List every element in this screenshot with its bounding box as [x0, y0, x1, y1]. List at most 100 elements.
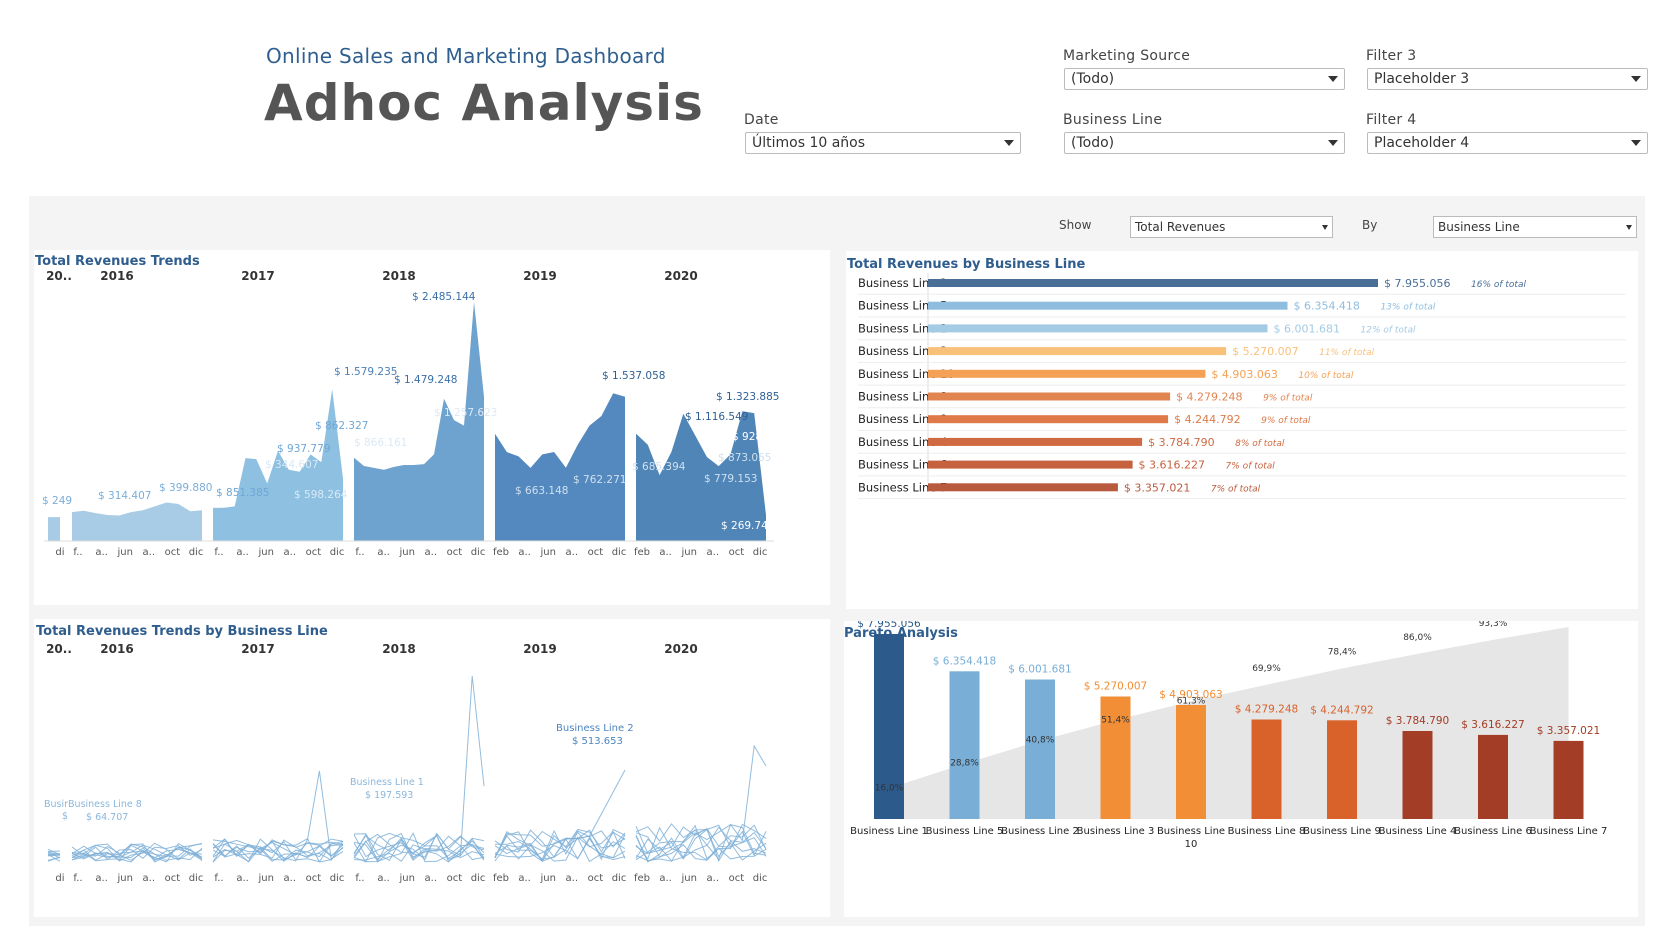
area-series-20.. — [48, 517, 60, 541]
value-label: $ 3.357.021 — [1124, 481, 1190, 494]
series-line — [635, 825, 767, 857]
series-line — [212, 839, 344, 863]
value-label: $ 4.244.792 — [1174, 413, 1240, 426]
date-filter-select[interactable]: Últimos 10 años — [745, 132, 1021, 154]
month-tick: a.. — [518, 873, 531, 884]
business-line-select[interactable]: (Todo) — [1064, 132, 1345, 154]
series-line — [635, 826, 767, 863]
value-label: $ 3.616.227 — [1139, 459, 1205, 472]
pct-label: 12% of total — [1361, 325, 1416, 335]
data-label: $ 1.479.248 — [394, 374, 457, 386]
year-header: 2017 — [241, 269, 274, 283]
data-label: $ 598.264 — [294, 489, 348, 501]
month-tick: a.. — [95, 547, 108, 558]
bar — [1553, 740, 1584, 819]
series-line — [353, 675, 485, 858]
by-select[interactable]: Business Line — [1433, 216, 1637, 238]
year-header: 2018 — [382, 642, 415, 656]
bar — [928, 392, 1171, 401]
month-tick: dic — [330, 873, 345, 884]
marketing-source-value: (Todo) — [1071, 71, 1115, 87]
series-line — [635, 823, 767, 861]
data-label: $ 663.148 — [515, 485, 568, 497]
pct-label: 13% of total — [1380, 303, 1435, 313]
value-label: $ 7.955.056 — [857, 621, 921, 630]
year-header: 2020 — [664, 269, 697, 283]
series-line — [494, 828, 626, 859]
value-label: $ 4.244.792 — [1310, 704, 1373, 716]
month-tick: a.. — [566, 873, 579, 884]
series-line — [494, 830, 626, 862]
chevron-down-icon — [1004, 140, 1014, 146]
by-line-title: Total Revenues by Business Line — [847, 257, 1086, 272]
page-title: Adhoc Analysis — [264, 74, 704, 132]
category-label: Business Line 1 — [850, 826, 928, 837]
data-label: $ 851.385 — [216, 487, 269, 499]
show-select[interactable]: Total Revenues — [1130, 216, 1333, 238]
chevron-down-icon — [1328, 140, 1338, 146]
month-tick: a.. — [518, 547, 531, 558]
series-line — [212, 838, 344, 863]
chevron-down-icon — [1631, 140, 1641, 146]
data-label: $ 2.485.144 — [412, 291, 476, 303]
category-label: Business Line 7 — [1530, 826, 1608, 837]
month-tick: a.. — [143, 547, 156, 558]
series-line — [212, 838, 344, 863]
cumulative-label: 28,8% — [950, 759, 979, 769]
date-filter-value: Últimos 10 años — [752, 135, 866, 151]
category-label: Business Line 6 — [858, 458, 947, 472]
month-tick: a.. — [707, 547, 720, 558]
value-label: $ 3.616.227 — [1461, 719, 1524, 731]
category-label: Business Line 7 — [858, 480, 947, 494]
data-label: $ 1.116.549 — [685, 411, 748, 423]
pct-label: 11% of total — [1319, 348, 1374, 358]
filter3-select[interactable]: Placeholder 3 — [1367, 68, 1648, 90]
month-tick: oct — [729, 873, 745, 884]
bar — [928, 415, 1169, 424]
bar — [1176, 705, 1206, 819]
series-line — [635, 824, 767, 860]
chevron-down-icon — [1322, 224, 1328, 230]
trends-by-line-title: Total Revenues Trends by Business Line — [36, 624, 328, 639]
series-line — [71, 844, 203, 862]
cumulative-label: 86,0% — [1403, 633, 1432, 643]
year-header: 2016 — [100, 642, 133, 656]
series-line — [353, 832, 485, 862]
month-tick: f.. — [355, 547, 364, 558]
month-tick: a.. — [425, 547, 438, 558]
year-header: 20.. — [46, 269, 72, 283]
data-label: $ 1.323.885 — [716, 391, 779, 403]
cumulative-label: 93,3% — [1479, 621, 1508, 629]
series-line — [71, 842, 203, 863]
marketing-source-select[interactable]: (Todo) — [1064, 68, 1345, 90]
data-label: $ 762.271 — [573, 474, 626, 486]
series-line — [47, 848, 61, 856]
series-line — [212, 838, 344, 863]
bar — [1025, 679, 1055, 819]
month-tick: feb — [634, 547, 650, 558]
month-tick: dic — [753, 547, 768, 558]
cumulative-label: 51,4% — [1101, 715, 1130, 725]
data-label: $ 779.153 — [704, 473, 757, 485]
category-label: Business Line — [1157, 826, 1225, 837]
pct-label: 7% of total — [1226, 462, 1276, 472]
bar — [1327, 720, 1357, 819]
bar — [1402, 731, 1433, 819]
series-line — [353, 833, 485, 861]
trends-by-line-panel: Total Revenues Trends by Business Line 2… — [34, 619, 830, 917]
bar — [928, 279, 1378, 287]
series-line — [353, 833, 485, 860]
by-value: Business Line — [1438, 220, 1520, 234]
year-header: 2016 — [100, 269, 133, 283]
area-series-2016 — [72, 502, 202, 541]
bar — [928, 324, 1268, 333]
month-tick: dic — [612, 547, 627, 558]
month-tick: dic — [471, 873, 486, 884]
filter4-select[interactable]: Placeholder 4 — [1367, 132, 1648, 154]
bar — [874, 634, 904, 819]
show-value: Total Revenues — [1135, 220, 1226, 234]
bar — [928, 437, 1143, 446]
month-tick: jun — [257, 547, 273, 558]
value-label: $ 4.279.248 — [1176, 391, 1242, 404]
data-label: $ 269.749 — [721, 520, 774, 532]
